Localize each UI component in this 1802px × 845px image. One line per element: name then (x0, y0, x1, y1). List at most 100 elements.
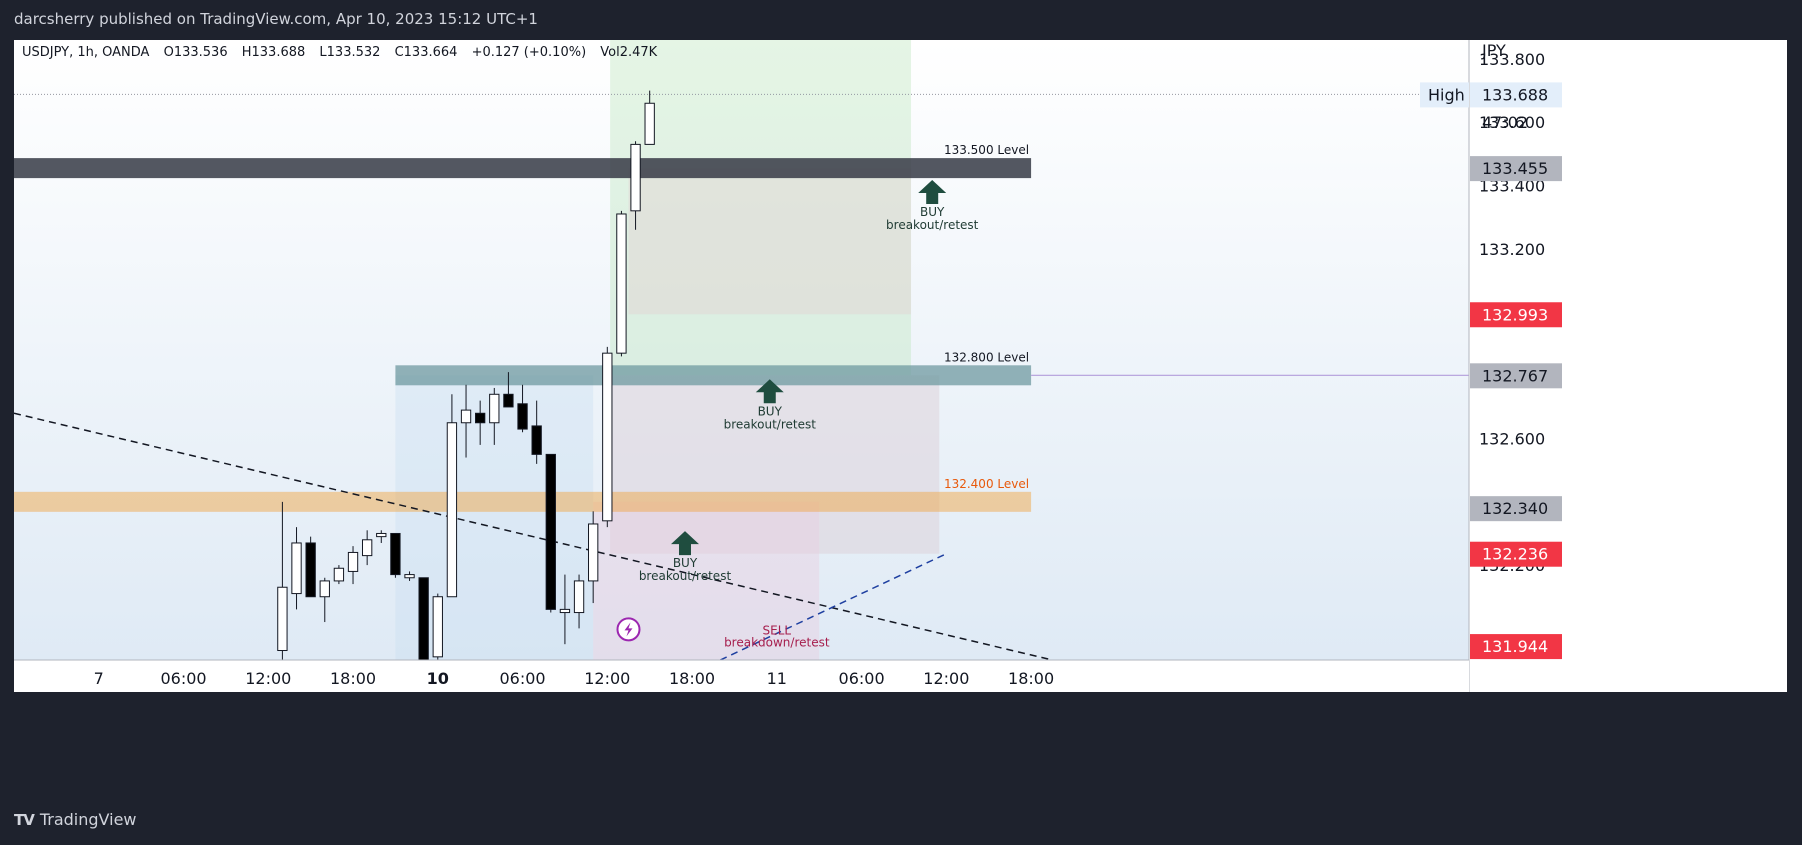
signal-label: BUY (920, 205, 945, 219)
high-tag-box (1420, 82, 1469, 108)
signal-label: SELL (763, 623, 792, 637)
plot-background (14, 40, 1469, 660)
signal-label: breakout/retest (639, 569, 732, 583)
price-axis-panel[interactable] (1469, 40, 1787, 792)
price-label-box (1470, 496, 1562, 522)
legend-close: C133.664 (395, 45, 458, 60)
level-zone[interactable] (395, 365, 1032, 386)
time-axis-panel[interactable] (14, 660, 1469, 692)
time-tick-label: 12:00 (245, 669, 291, 688)
publisher-caption: darcsherry published on TradingView.com,… (14, 10, 538, 28)
buy-arrow-icon[interactable] (918, 180, 947, 205)
level-label: 132.800 Level (944, 350, 1029, 364)
high-tag-label: High (1428, 85, 1465, 104)
candle-body[interactable] (291, 542, 302, 595)
signal-label: breakout/retest (886, 218, 979, 232)
candle-body[interactable] (475, 412, 486, 424)
candle-body[interactable] (361, 539, 373, 557)
candle-body[interactable] (404, 574, 415, 579)
candle-body[interactable] (573, 580, 585, 614)
signal-label: breakout/retest (724, 417, 817, 431)
price-label: 132.767 (1482, 366, 1548, 385)
candle-body[interactable] (503, 393, 514, 408)
candle-body[interactable] (644, 102, 655, 145)
footer-strip (14, 692, 1787, 792)
candle-body[interactable] (531, 425, 542, 455)
price-label-box (1470, 156, 1562, 182)
price-label: 131.944 (1482, 637, 1548, 656)
candle-body[interactable] (460, 409, 472, 424)
lightning-icon-glyph (624, 622, 633, 637)
price-label: 132.340 (1482, 499, 1548, 518)
price-tick-label: 133.600 (1479, 113, 1545, 132)
buy-arrow-icon[interactable] (755, 379, 784, 404)
candle-body[interactable] (418, 577, 429, 661)
legend-text: USDJPY, 1h, OANDA O133.536 H133.688 L133… (22, 45, 658, 60)
candle-body[interactable] (305, 542, 316, 598)
legend-change: +0.127 (+0.10%) (472, 45, 587, 60)
price-tick-label: 133.400 (1479, 177, 1545, 196)
brand-footer[interactable]: TV TradingView (14, 810, 137, 829)
time-tick-label: 18:00 (330, 669, 376, 688)
price-label-box (1470, 302, 1562, 328)
candle-body[interactable] (432, 596, 443, 658)
candle-body[interactable] (319, 580, 330, 598)
price-tick-label: 133.200 (1479, 240, 1545, 259)
candle-body[interactable] (333, 567, 345, 582)
time-tick-label: 12:00 (584, 669, 630, 688)
signal-label: breakdown/retest (724, 635, 830, 649)
candle-body[interactable] (602, 352, 613, 522)
time-tick-label: 11 (767, 669, 787, 688)
price-label-box (1470, 634, 1562, 660)
level-label: 133.500 Level (944, 143, 1029, 157)
price-tick-label: 133.800 (1479, 50, 1545, 69)
signal-label: BUY (673, 556, 698, 570)
candle-body[interactable] (489, 393, 500, 424)
time-tick-label: 7 (94, 669, 104, 688)
legend-high: H133.688 (242, 45, 306, 60)
time-tick-label: 10 (427, 669, 449, 688)
candle-body[interactable] (446, 422, 458, 598)
candle-body[interactable] (616, 213, 627, 354)
brand-label: TradingView (39, 810, 137, 829)
legend-symbol: USDJPY, 1h, OANDA (22, 45, 150, 60)
time-tick-label: 06:00 (499, 669, 545, 688)
level-label: 132.400 Level (944, 477, 1029, 491)
retest-zone-upper (628, 168, 912, 315)
candle-body[interactable] (376, 532, 387, 538)
price-label-box (1470, 82, 1562, 108)
price-label: 132.236 (1482, 545, 1548, 564)
time-tick-label: 06:00 (839, 669, 885, 688)
candle-body[interactable] (517, 403, 528, 430)
ascending-trendline[interactable] (719, 553, 947, 661)
buy-arrow-icon[interactable] (670, 531, 699, 556)
price-label: 133.688 (1482, 85, 1548, 104)
candle-body[interactable] (277, 586, 288, 652)
descending-trendline[interactable] (14, 412, 1053, 661)
price-tick-label: 132.600 (1479, 430, 1545, 449)
price-label: 133.455 (1482, 159, 1548, 178)
candle-body[interactable] (588, 523, 599, 582)
profit-zone (610, 40, 912, 376)
candle-body[interactable] (630, 143, 641, 212)
level-zone[interactable] (14, 158, 1032, 179)
candle-body[interactable] (390, 532, 401, 576)
candle-body[interactable] (545, 453, 556, 610)
time-tick-label: 06:00 (160, 669, 206, 688)
price-label: 132.993 (1482, 305, 1548, 324)
time-tick-label: 12:00 (923, 669, 969, 688)
candle-body[interactable] (347, 551, 359, 572)
candle-body[interactable] (559, 608, 571, 614)
legend-volume: Vol2.47K (600, 45, 657, 60)
legend-low: L133.532 (319, 45, 380, 60)
level-zone[interactable] (14, 491, 1032, 512)
price-label: 47:02 (1482, 113, 1528, 132)
time-tick-label: 18:00 (669, 669, 715, 688)
time-tick-label: 18:00 (1008, 669, 1054, 688)
price-label-box (1470, 541, 1562, 567)
retest-zone-middle (610, 375, 940, 554)
tradingview-logo-icon: TV (14, 810, 35, 829)
chart-frame[interactable]: 133.500 Level 132.800 Level 132.400 Level … (14, 40, 1787, 792)
price-label-box (1470, 363, 1562, 389)
